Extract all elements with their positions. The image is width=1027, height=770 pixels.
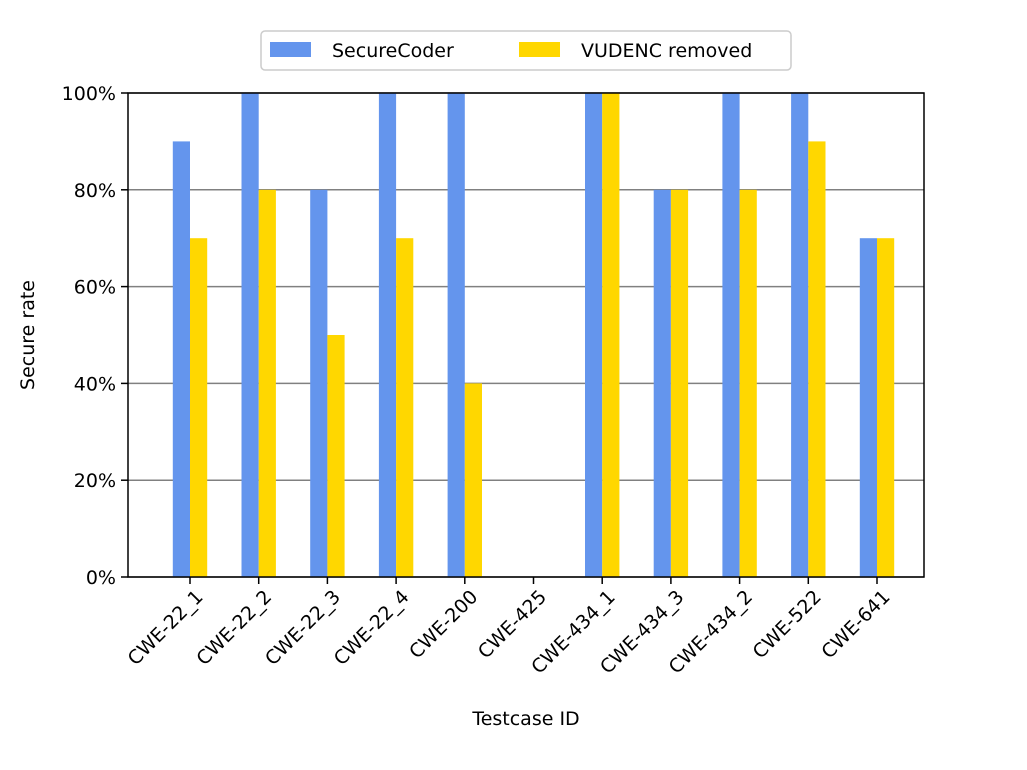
bar-securecoder (241, 93, 259, 577)
bar-securecoder (722, 93, 740, 577)
bar-securecoder (447, 93, 465, 577)
x-tick-label: CWE-522 (749, 586, 826, 663)
y-tick-label: 60% (74, 277, 116, 299)
legend-label: VUDENC removed (581, 40, 752, 62)
bar-vudenc-removed (327, 335, 345, 577)
bar-vudenc-removed (464, 383, 482, 577)
bar-securecoder (172, 141, 190, 577)
bar-vudenc-removed (396, 238, 414, 577)
y-axis-ticks: 0% 20% 40% 60% 80% 100% (62, 83, 128, 589)
bar-securecoder (310, 189, 328, 578)
x-tick-label: CWE-200 (405, 586, 482, 663)
bar-securecoder (378, 93, 397, 577)
legend-swatch (519, 42, 560, 57)
x-axis-ticks: CWE-22_1CWE-22_2CWE-22_3CWE-22_4CWE-200C… (124, 577, 895, 678)
legend: SecureCoder VUDENC removed (260, 30, 792, 71)
legend-label: SecureCoder (332, 40, 454, 62)
bar-securecoder (585, 93, 603, 577)
bar-securecoder (791, 93, 809, 577)
y-axis-label: Secure rate (17, 280, 39, 390)
bar-vudenc-removed (739, 189, 757, 578)
y-tick-label: 20% (74, 470, 116, 492)
x-tick-label: CWE-22_4 (330, 586, 414, 670)
bar-securecoder (859, 238, 877, 577)
bar-vudenc-removed (258, 189, 276, 578)
x-tick-label: CWE-641 (817, 586, 894, 663)
bar-vudenc-removed (877, 238, 895, 577)
bar-vudenc-removed (808, 141, 826, 577)
y-tick-label: 80% (74, 180, 116, 202)
plot-frame (127, 92, 925, 578)
legend-swatch (270, 42, 311, 57)
bar-vudenc-removed (602, 93, 620, 577)
x-axis-label: Testcase ID (471, 708, 579, 730)
y-tick-label: 100% (62, 83, 116, 105)
bars (172, 93, 895, 578)
bar-securecoder (653, 189, 671, 578)
bar-vudenc-removed (670, 189, 689, 578)
y-tick-label: 40% (74, 373, 116, 395)
bar-vudenc-removed (190, 238, 208, 577)
y-tick-label: 0% (86, 567, 116, 589)
